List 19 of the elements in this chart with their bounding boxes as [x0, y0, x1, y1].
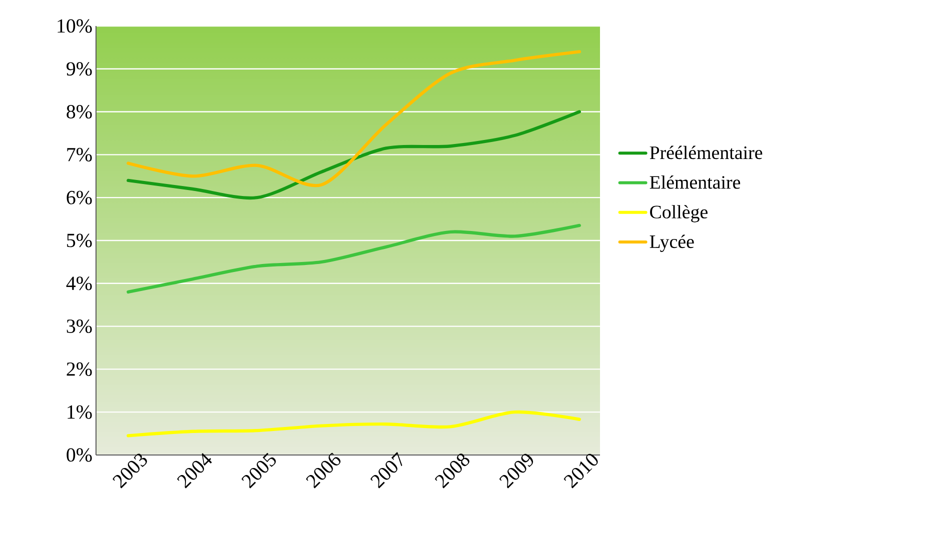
legend-label: Lycée [650, 234, 694, 252]
line-series [126, 110, 581, 200]
y-tick-label: 4% [66, 276, 92, 290]
y-tick-label: 7% [67, 148, 92, 162]
y-tick-label: 6% [66, 190, 92, 204]
y-tick-label: 2% [66, 362, 92, 376]
y-tick-label: 1% [68, 405, 92, 419]
y-tick-label: 3% [66, 320, 92, 334]
line-series [126, 50, 581, 188]
y-tick-label: 0% [66, 448, 92, 462]
y-tick-label: 8% [66, 105, 92, 119]
legend-label: Préélémentaire [650, 146, 762, 160]
line-series [126, 410, 581, 438]
y-tick-label: 5% [67, 234, 92, 248]
y-tick-label: 9% [66, 62, 92, 76]
legend-label: Elémentaire [650, 175, 740, 189]
legend-label: Collège [650, 205, 708, 222]
y-tick-label: 10% [58, 19, 92, 33]
line-series [126, 224, 581, 294]
